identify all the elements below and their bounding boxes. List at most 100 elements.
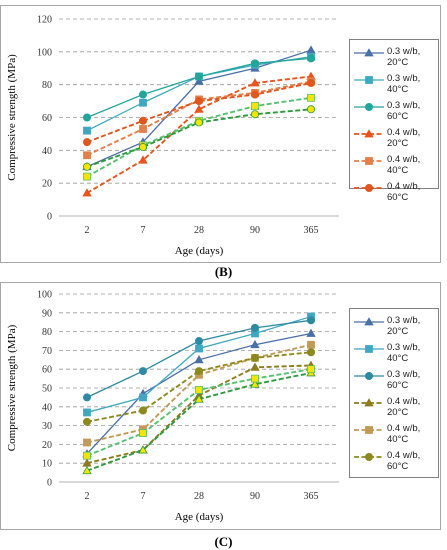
data-point — [194, 97, 203, 106]
y-tick-label: 80 — [42, 80, 52, 91]
legend-marker — [364, 372, 373, 380]
legend-item: 0.3 w/b, 60°C — [350, 100, 438, 124]
legend-swatch — [354, 372, 384, 380]
legend-marker — [364, 129, 374, 138]
data-point — [139, 429, 147, 438]
x-tick-label: 365 — [304, 491, 319, 502]
data-point — [139, 125, 147, 133]
legend-label: 0.4 w/b, 40°C — [387, 423, 421, 445]
series-6 — [83, 348, 315, 426]
series-line — [86, 80, 312, 157]
data-point — [250, 362, 260, 371]
data-point — [83, 126, 91, 135]
y-tick-label: 20 — [42, 440, 52, 451]
series-3 — [83, 54, 315, 122]
data-point — [250, 90, 259, 99]
data-point — [195, 385, 203, 394]
x-axis-label: Age (days) — [175, 245, 224, 257]
data-point — [306, 79, 315, 88]
data-point — [306, 316, 315, 325]
data-point — [83, 393, 92, 402]
legend-marker — [364, 103, 373, 111]
series-3 — [83, 316, 315, 402]
y-tick-label: 30 — [42, 421, 52, 432]
data-point — [138, 155, 148, 164]
y-tick-label: 80 — [42, 327, 52, 338]
legend-item: 0.4 w/b, 20°C — [350, 396, 438, 420]
data-point — [138, 143, 147, 152]
legend-swatch — [354, 129, 384, 138]
x-tick-label: 28 — [194, 225, 204, 236]
data-point — [250, 78, 260, 87]
series-line — [86, 75, 312, 194]
legend-label: 0.3 w/b, 20°C — [387, 315, 421, 337]
data-point — [194, 76, 204, 85]
data-point — [138, 90, 147, 99]
x-tick-label: 7 — [141, 491, 146, 502]
data-point — [250, 339, 260, 349]
series-8 — [83, 365, 315, 460]
y-tick-label: 20 — [42, 179, 52, 190]
legend-marker — [365, 157, 373, 165]
legend-swatch — [354, 317, 384, 326]
data-point — [194, 354, 204, 364]
data-point — [139, 393, 147, 402]
data-point — [138, 445, 148, 454]
legend-item: 0.3 w/b, 20°C — [350, 46, 438, 70]
data-point — [83, 151, 91, 160]
legend-swatch — [354, 398, 384, 407]
data-point — [250, 379, 260, 388]
data-point — [307, 340, 315, 349]
data-point — [250, 323, 259, 332]
y-tick-label: 90 — [42, 308, 52, 319]
y-tick-label: 40 — [42, 402, 52, 413]
legend-item: 0.3 w/b, 40°C — [350, 73, 438, 97]
data-point — [306, 105, 315, 114]
y-tick-label: 100 — [37, 47, 52, 58]
y-tick-label: 70 — [42, 346, 52, 357]
legend-marker — [364, 317, 374, 326]
legend-item: 0.3 w/b, 20°C — [350, 315, 438, 339]
series-8 — [83, 105, 315, 171]
panel-label-b: (B) — [214, 264, 233, 279]
panel-label-c: (C) — [214, 534, 233, 549]
legend-label: 0.4 w/b, 40°C — [387, 154, 421, 176]
y-axis-label: Compressive strength (MPa) — [6, 54, 18, 181]
data-point — [194, 72, 203, 81]
x-tick-label: 2 — [85, 491, 90, 502]
x-tick-label: 28 — [194, 491, 204, 502]
chart-panel-b: 0 20 40 60 80 100 120 2 7 28 90 365 Age (days) Compre… — [0, 5, 441, 263]
y-tick-label: 120 — [37, 15, 52, 26]
data-point — [251, 374, 259, 383]
legend-item: 0.4 w/b, 40°C — [350, 154, 438, 178]
legend-swatch — [354, 345, 384, 353]
y-tick-label: 60 — [42, 113, 52, 124]
data-point — [195, 344, 203, 353]
series-6 — [83, 79, 315, 147]
legend-swatch — [354, 426, 384, 434]
data-point — [82, 465, 92, 475]
data-point — [194, 367, 203, 376]
y-tick-label: 10 — [42, 459, 52, 470]
legend-marker — [364, 48, 374, 57]
x-tick-label: 90 — [250, 491, 260, 502]
legend-label: 0.4 w/b, 60°C — [387, 450, 421, 472]
series-line — [86, 82, 312, 144]
legend-label: 0.3 w/b, 20°C — [387, 46, 421, 68]
legend-swatch — [354, 184, 384, 192]
legend-label: 0.3 w/b, 60°C — [387, 100, 421, 122]
data-point — [194, 118, 203, 127]
data-point — [307, 93, 315, 102]
data-point — [138, 406, 147, 415]
data-point — [83, 113, 92, 122]
data-point — [139, 98, 147, 107]
data-point — [194, 104, 204, 113]
legend-marker — [365, 345, 373, 353]
legend-marker — [364, 398, 374, 407]
legend-label: 0.3 w/b, 40°C — [387, 73, 421, 95]
legend-swatch — [354, 157, 384, 165]
data-point — [194, 337, 203, 346]
y-tick-label: 40 — [42, 146, 52, 157]
x-axis-label: Age (days) — [175, 511, 224, 523]
data-point — [83, 438, 91, 447]
